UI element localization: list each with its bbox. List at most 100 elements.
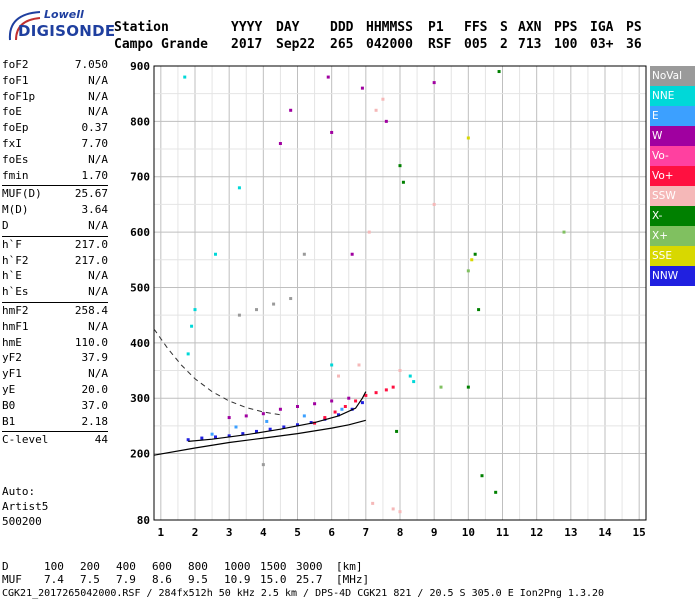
param-name: hmE <box>2 335 22 349</box>
logo-line1: Lowell <box>44 8 84 21</box>
echo-point <box>466 269 470 273</box>
y-tick-label: 600 <box>130 226 150 239</box>
param-row: yF1 N/A <box>2 367 108 383</box>
y-tick-label: 800 <box>130 115 150 128</box>
echo-point <box>350 252 354 256</box>
echo-point <box>432 202 436 206</box>
header-value-year: 2017 <box>231 37 263 52</box>
auto-program: Artist5 <box>2 500 49 513</box>
echo-point <box>432 81 436 85</box>
param-row: hmF1 N/A <box>2 320 108 336</box>
echo-point <box>214 435 217 439</box>
echo-point <box>241 432 245 436</box>
echo-point <box>234 425 238 429</box>
legend-item-e: E <box>650 106 695 126</box>
echo-point <box>466 385 470 389</box>
echo-point <box>466 136 470 140</box>
param-row: foEp 0.37 <box>2 121 108 137</box>
echo-point <box>330 363 334 367</box>
echo-point <box>354 399 358 403</box>
echo-point <box>289 297 293 301</box>
param-name: h`E <box>2 269 22 283</box>
param-row: foEs N/A <box>2 153 108 169</box>
header-label-hhmmss: HHMMSS <box>366 20 413 35</box>
param-row: yF2 37.9 <box>2 351 108 367</box>
echo-point <box>323 416 327 420</box>
param-name: yF2 <box>2 351 22 365</box>
param-name: foF2 <box>2 58 29 71</box>
param-row: foF2 7.050 <box>2 58 108 74</box>
legend-item-x: X+ <box>650 226 695 246</box>
footer-distance-value: [km] <box>336 560 363 573</box>
auto-label: Auto: <box>2 485 36 498</box>
footer-muf-label: MUF <box>2 573 22 586</box>
param-name: B0 <box>2 398 16 412</box>
param-row: hmF2 258.4 <box>2 304 108 320</box>
param-row: MUF(D) 25.67 <box>2 187 108 203</box>
param-value: 25.67 <box>74 187 108 201</box>
header-label-iga: IGA <box>590 20 614 35</box>
param-value: 7.70 <box>81 136 109 150</box>
footer-file-info: CGK21_2017265042000.RSF / 284fx512h 50 k… <box>2 588 605 599</box>
x-tick-label: 3 <box>226 526 233 539</box>
param-name: D <box>2 218 9 232</box>
echo-point <box>302 252 306 256</box>
footer-distance-value: 1500 <box>260 560 287 573</box>
echo-point <box>282 425 286 429</box>
param-name: foF1p <box>2 89 36 103</box>
param-row: D N/A <box>2 219 108 235</box>
muf-dashed-curve <box>153 328 281 416</box>
echo-point <box>398 164 402 168</box>
autoscaling-info: Auto: Artist5 500200 <box>2 484 48 529</box>
param-divider <box>2 431 108 433</box>
echo-point <box>360 401 364 405</box>
footer-muf-value: 9.5 <box>188 573 208 586</box>
echo-point <box>412 380 416 384</box>
echo-point <box>193 308 197 312</box>
param-row: h`Es N/A <box>2 285 108 301</box>
echo-point <box>384 388 388 392</box>
footer-muf-value: 7.9 <box>116 573 136 586</box>
x-tick-label: 1 <box>158 526 165 539</box>
echo-point <box>480 474 484 478</box>
legend-item-noval: NoVal <box>650 66 695 86</box>
echo-point <box>227 416 231 420</box>
footer-distance-value: 400 <box>116 560 136 573</box>
legend-item-w: W <box>650 126 695 146</box>
footer-distance-value: 600 <box>152 560 172 573</box>
echo-point <box>340 407 344 411</box>
x-tick-label: 2 <box>192 526 199 539</box>
header-value-s: 2 <box>500 37 508 52</box>
echo-point <box>357 363 361 367</box>
param-name: hmF1 <box>2 319 29 333</box>
param-value: 37.9 <box>81 351 109 365</box>
echo-point <box>261 463 265 467</box>
param-row: fmin 1.70 <box>2 169 108 185</box>
echo-point <box>337 374 340 378</box>
param-name: yE <box>2 382 16 396</box>
echo-point <box>313 402 317 406</box>
param-value: N/A <box>88 89 108 103</box>
x-tick-label: 14 <box>598 526 612 539</box>
y-tick-label: 80 <box>137 514 150 527</box>
echo-point <box>183 75 187 79</box>
echo-point <box>374 391 378 395</box>
param-name: hmF2 <box>2 303 29 317</box>
echo-point <box>470 258 474 262</box>
header-label-ps: PS <box>626 20 642 35</box>
echo-point <box>364 393 368 397</box>
x-tick-label: 10 <box>462 526 475 539</box>
x-tick-label: 8 <box>397 526 404 539</box>
legend-item-vo: Vo- <box>650 146 695 166</box>
echo-point <box>326 75 330 79</box>
param-value: N/A <box>88 105 108 119</box>
param-row: B0 37.0 <box>2 399 108 415</box>
param-value: 110.0 <box>74 335 108 349</box>
echo-point <box>255 308 258 312</box>
header-value-iga: 03+ <box>590 37 614 52</box>
echo-point <box>398 510 402 514</box>
header-value-day: Sep22 <box>276 37 316 52</box>
param-name: foE <box>2 105 22 119</box>
echo-point <box>237 186 241 190</box>
